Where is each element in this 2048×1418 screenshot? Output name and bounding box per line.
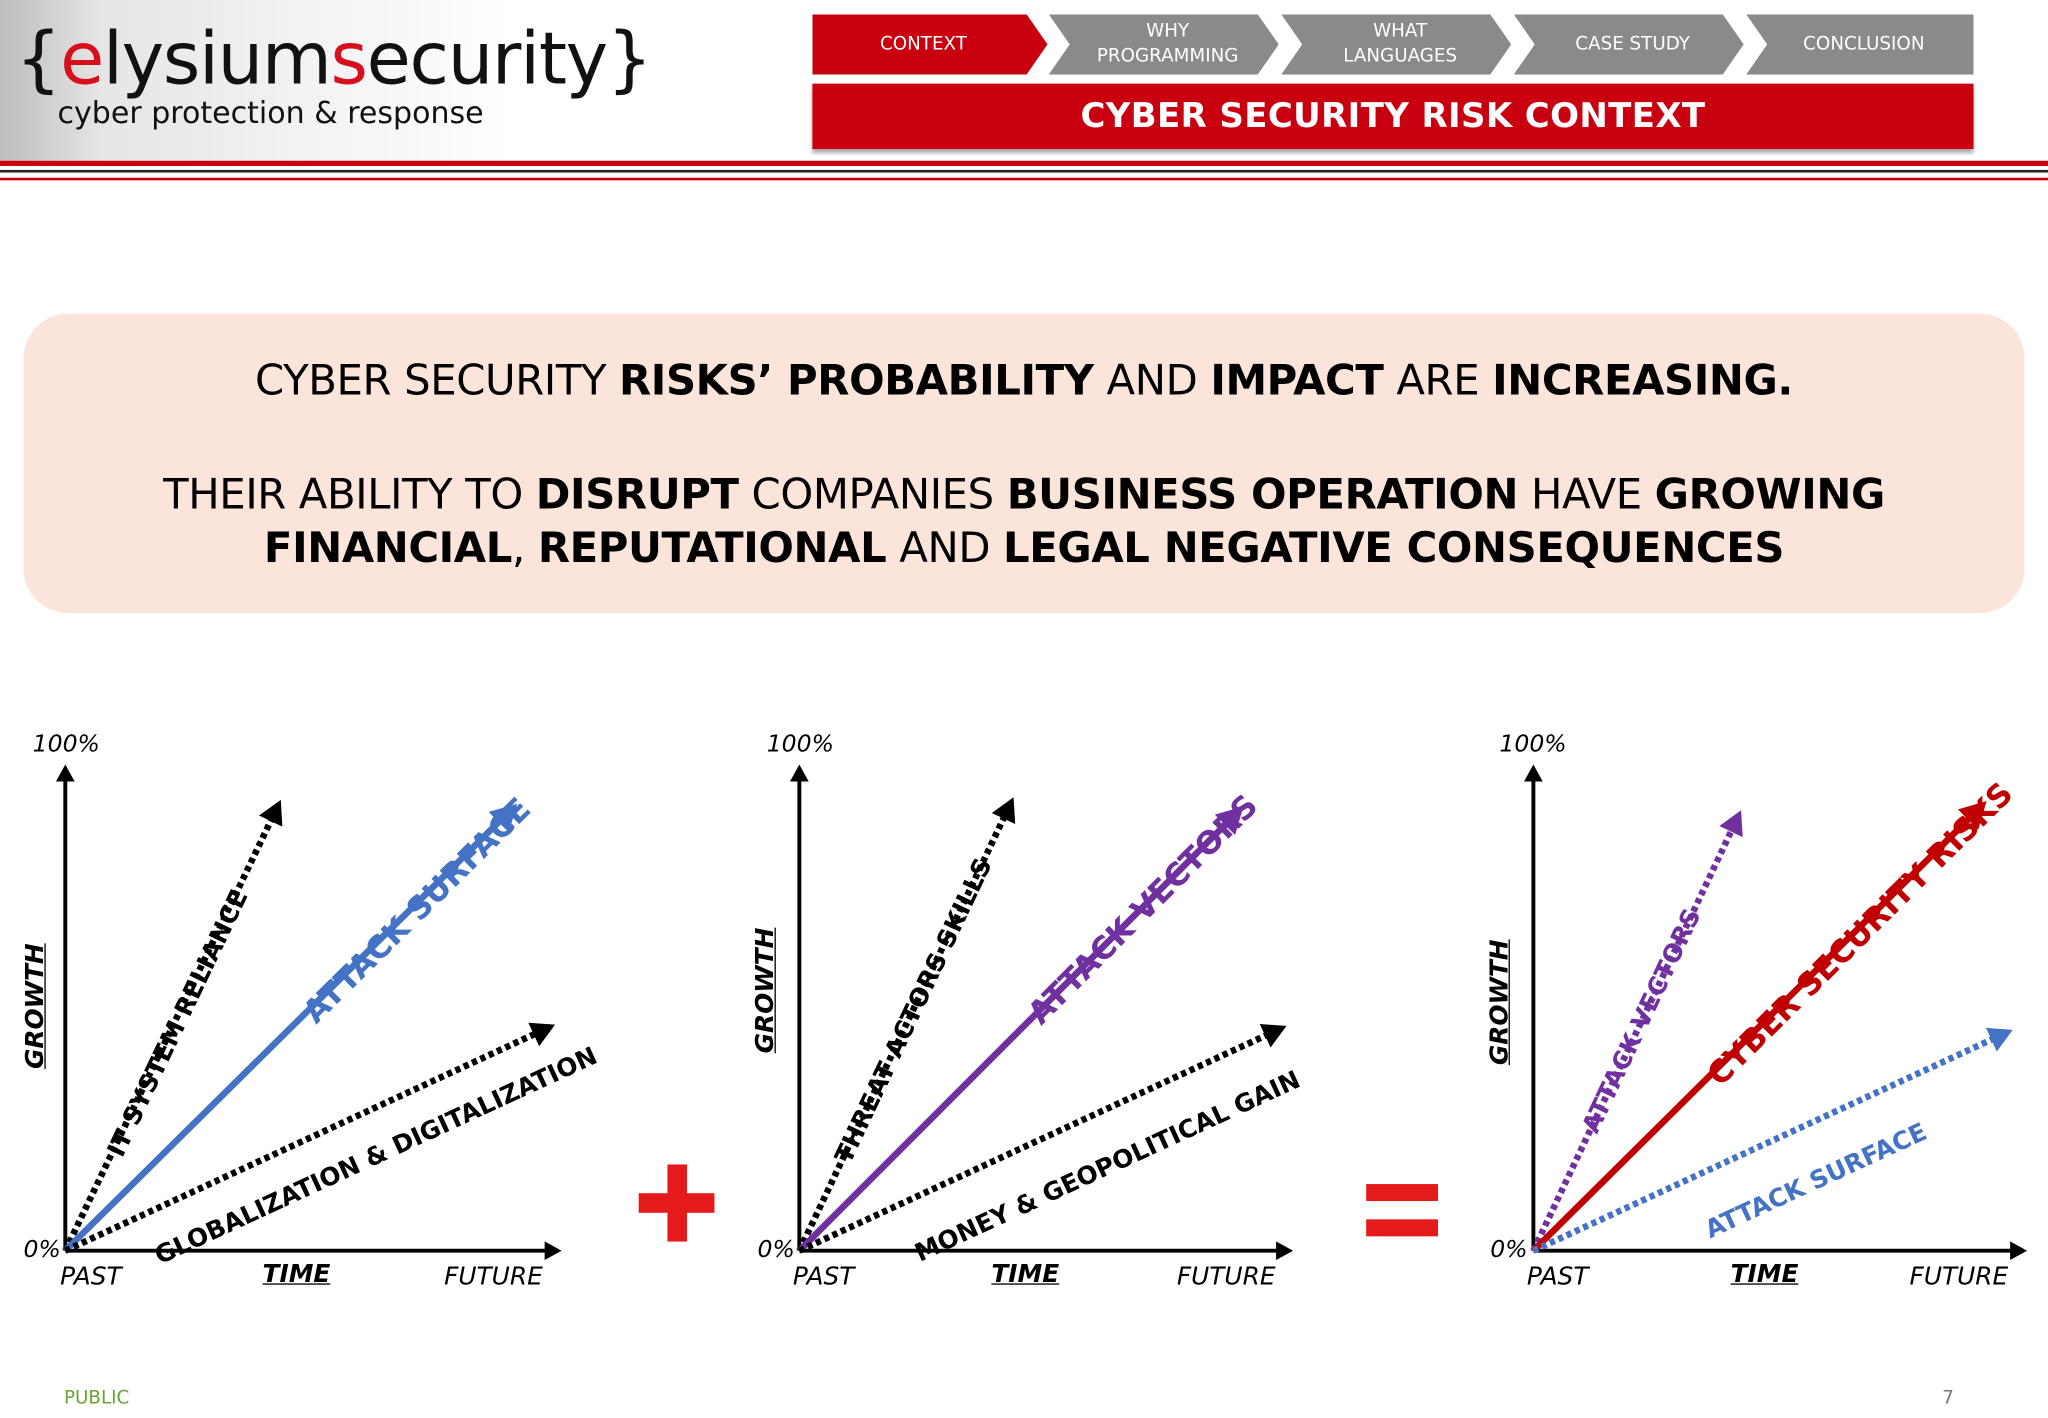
diagram-2-x-axis-label: TIME: [991, 1259, 1060, 1289]
diagram-2-x-axis-arrowhead: [1276, 1241, 1294, 1261]
diagram-3-arrow-1-line: [1530, 825, 1737, 1253]
equals-operator-top: [1366, 1184, 1439, 1202]
diagram-3-x-left: PAST: [1526, 1262, 1589, 1292]
diagram-2-arrow-3-head: [1259, 1024, 1287, 1048]
diagram-1-x-axis-arrowhead: [544, 1241, 562, 1261]
diagram-3-arrow-2-line: [1531, 811, 1976, 1254]
page-number: 7: [1942, 1387, 1954, 1409]
diagram-1-arrow-3-head: [528, 1022, 556, 1047]
diagram-3-arrow-3-head: [1985, 1027, 2013, 1052]
statement-run: DISRUPT: [535, 469, 739, 519]
statement-run: FINANCIAL: [263, 522, 513, 573]
statement-box: CYBER SECURITY RISKS’ PROBABILITY AND IM…: [23, 313, 2025, 613]
diagram-1-arrow-3-line: [63, 1029, 540, 1254]
classification-label: PUBLIC: [63, 1387, 130, 1409]
nav-tab-label: CASE STUDY: [1575, 33, 1690, 55]
diagram-1-y-axis-arrowhead: [55, 764, 75, 782]
nav-tab-case-study[interactable]: CASE STUDY: [1514, 14, 1744, 74]
diagram-2-arrow-1-line: [796, 812, 1009, 1253]
diagram-3-arrow-1-head: [1719, 810, 1743, 838]
diagram-2-y-max: 100%: [766, 730, 834, 759]
header-rule-red: [0, 160, 2048, 166]
nav-tab-label: WHY PROGRAMMING: [1096, 20, 1239, 67]
diagram-2-y-axis-arrowhead: [790, 764, 809, 782]
diagram-2-arrow-2-head: [1214, 806, 1244, 836]
statement-run: HAVE: [1518, 469, 1655, 519]
section-title: CYBER SECURITY RISK CONTEXT: [812, 83, 1974, 149]
diagram-1-arrow-2-line: [63, 814, 507, 1254]
diagram-1-arrow-1-head: [259, 799, 283, 827]
nav-tab-label: CONCLUSION: [1803, 33, 1925, 55]
statement-run: ARE: [1383, 355, 1493, 406]
nav-tab-label: CONTEXT: [879, 33, 967, 55]
diagram-1-y-min: 0%: [23, 1236, 61, 1264]
statement-line-2: THEIR ABILITY TO DISRUPT COMPANIES BUSIN…: [24, 469, 2025, 519]
statement-run: INCREASING.: [1492, 355, 1793, 406]
diagram-3-y-max: 100%: [1499, 730, 1567, 759]
statement-run: COMPANIES: [738, 469, 1007, 519]
diagram-1-x-right: FUTURE: [444, 1262, 543, 1292]
diagram-2-arrow-2-line: [797, 816, 1233, 1254]
header-rule-dark: [0, 169, 2048, 173]
diagram-3-arrow-3-line: [1532, 1034, 1998, 1254]
statement-run: IMPACT: [1210, 355, 1384, 406]
diagram-1-x-left: PAST: [60, 1262, 122, 1292]
statement-run: GROWING: [1654, 469, 1886, 519]
statement-run: BUSINESS OPERATION: [1006, 469, 1519, 519]
diagram-3-x-axis-arrowhead: [2010, 1241, 2028, 1261]
statement-run: REPUTATIONAL: [537, 522, 887, 573]
statement-run: RISKS’ PROBABILITY: [619, 355, 1094, 406]
diagram-1-arrow-2-head: [488, 803, 518, 833]
statement-line-1: CYBER SECURITY RISKS’ PROBABILITY AND IM…: [24, 355, 2025, 405]
company-logo: {elysiumsecurity}: [15, 16, 653, 101]
statement-run: AND: [886, 522, 1004, 573]
diagram-3-y-axis-arrowhead: [1524, 764, 1543, 782]
statement-line-3: FINANCIAL, REPUTATIONAL AND LEGAL NEGATI…: [24, 523, 2025, 573]
diagram-2-arrow-3-line: [797, 1030, 1272, 1254]
nav-tab-what-languages[interactable]: WHAT LANGUAGES: [1281, 14, 1511, 74]
nav-tab-context[interactable]: CONTEXT: [812, 14, 1047, 74]
diagram-1-x-axis-label: TIME: [262, 1259, 331, 1289]
plus-operator-v: [667, 1164, 688, 1242]
statement-run: THEIR ABILITY TO: [163, 469, 536, 519]
nav-tab-why-programming[interactable]: WHY PROGRAMMING: [1049, 14, 1279, 74]
diagram-2-x-right: FUTURE: [1176, 1262, 1276, 1292]
diagram-2-x-left: PAST: [792, 1262, 855, 1292]
diagram-3-x-axis-label: TIME: [1730, 1259, 1799, 1289]
statement-run: AND: [1093, 355, 1211, 406]
diagram-3-y-min: 0%: [1490, 1236, 1528, 1264]
logo-tagline: cyber protection & response: [57, 96, 484, 131]
statement-run: ,: [512, 522, 538, 573]
equals-operator-bottom: [1366, 1219, 1439, 1237]
header-rule-red-lower: [0, 177, 2048, 181]
diagram-2-arrow-1-head: [991, 797, 1016, 825]
diagram-1-y-max: 100%: [32, 730, 100, 759]
statement-run: LEGAL NEGATIVE CONSEQUENCES: [1003, 522, 1785, 573]
nav-tab-label: WHAT LANGUAGES: [1343, 20, 1458, 67]
diagram-3-arrow-2-head: [1957, 801, 1987, 830]
diagram-2-y-min: 0%: [757, 1236, 795, 1264]
diagram-3-x-right: FUTURE: [1909, 1262, 2009, 1292]
statement-run: CYBER SECURITY: [255, 355, 620, 406]
nav-tab-conclusion[interactable]: CONCLUSION: [1746, 14, 1974, 75]
diagram-1-arrow-1-line: [62, 814, 276, 1253]
